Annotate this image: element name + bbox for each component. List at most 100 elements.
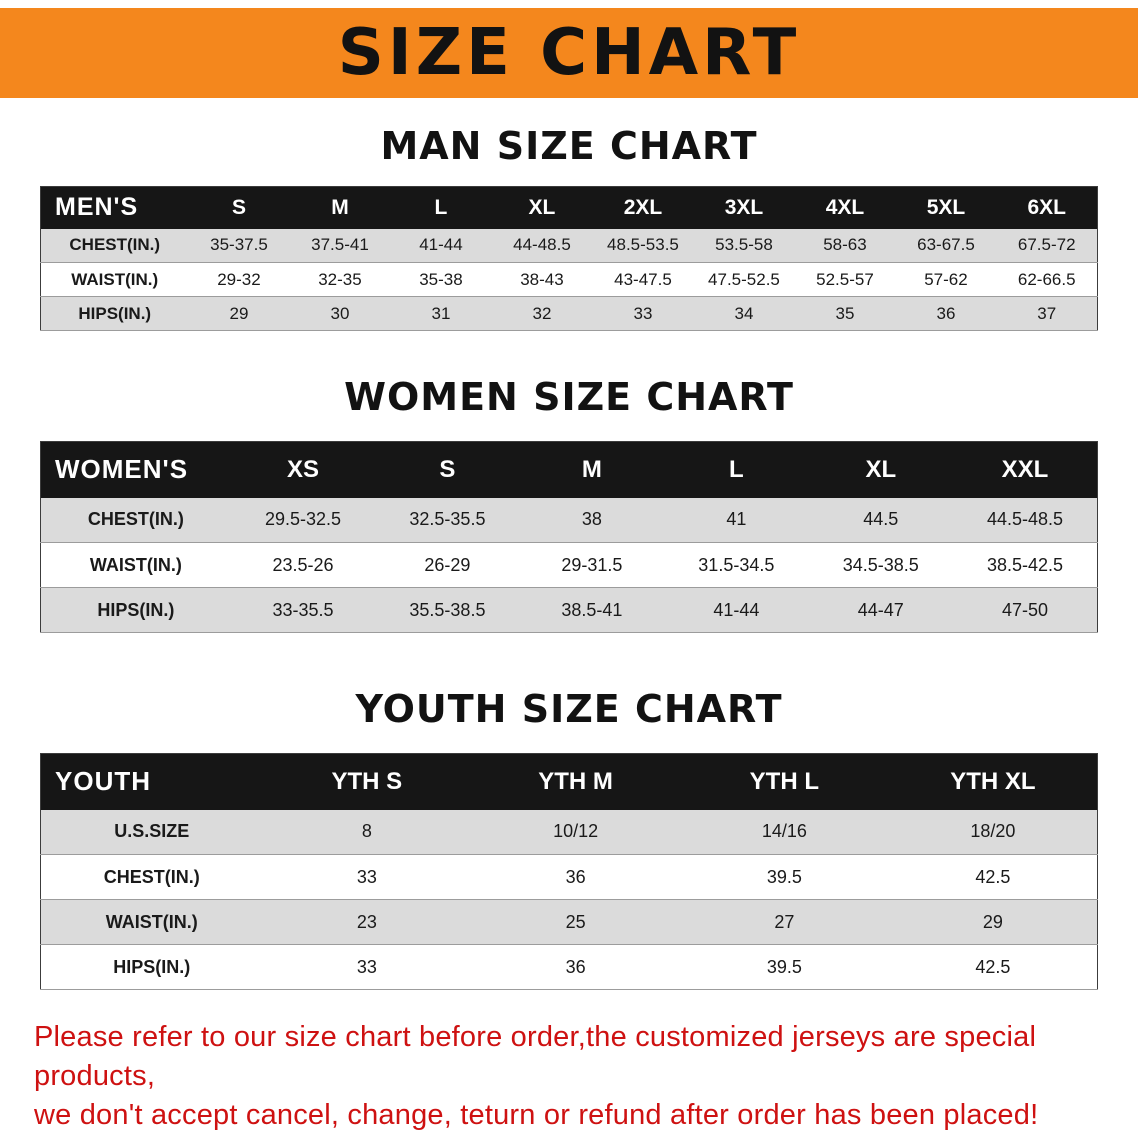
disclaimer: Please refer to our size chart before or… xyxy=(34,1018,1104,1135)
size-header-cell: 6XL xyxy=(996,186,1098,229)
size-header-cell: XS xyxy=(230,441,376,498)
measurement-row: WAIST(IN.) 23 25 27 29 xyxy=(40,899,1098,945)
table-title-cell: YOUTH xyxy=(40,753,263,810)
value-cell: 47.5-52.5 xyxy=(693,262,795,297)
value-cell: 58-63 xyxy=(794,228,896,263)
disclaimer-line-1: Please refer to our size chart before or… xyxy=(34,1021,1037,1093)
value-cell: 44-47 xyxy=(808,587,954,633)
measurement-row: CHEST(IN.) 35-37.5 37.5-41 41-44 44-48.5 48.5… xyxy=(40,228,1098,263)
row-label-cell: U.S.SIZE xyxy=(40,809,263,855)
measurement-row: HIPS(IN.) 29 30 31 32 33 34 35 36 37 xyxy=(40,296,1098,331)
men-size-table: MEN'S S M L XL 2XL 3XL 4XL 5XL 6XL CHEST(IN.) 35-37… xyxy=(40,186,1098,331)
men-chart-heading: MAN SIZE CHART xyxy=(380,124,758,168)
row-label-cell: HIPS(IN.) xyxy=(40,296,189,331)
table-header-row: MEN'S S M L XL 2XL 3XL 4XL 5XL 6XL xyxy=(40,186,1098,229)
table-title-cell: MEN'S xyxy=(40,186,189,229)
row-label-cell: HIPS(IN.) xyxy=(40,587,231,633)
value-cell: 8 xyxy=(262,809,472,855)
value-cell: 38 xyxy=(519,497,665,543)
value-cell: 26-29 xyxy=(375,542,520,588)
value-cell: 37 xyxy=(996,296,1098,331)
size-header-cell: YTH S xyxy=(262,753,472,810)
size-header-cell: YTH XL xyxy=(888,753,1098,810)
row-label-cell: CHEST(IN.) xyxy=(40,228,189,263)
value-cell: 36 xyxy=(895,296,997,331)
size-header-cell: XL xyxy=(808,441,954,498)
value-cell: 10/12 xyxy=(471,809,680,855)
value-cell: 35.5-38.5 xyxy=(375,587,520,633)
size-header-cell: 3XL xyxy=(693,186,795,229)
value-cell: 33-35.5 xyxy=(230,587,376,633)
value-cell: 41-44 xyxy=(664,587,809,633)
youth-chart-heading: YOUTH SIZE CHART xyxy=(355,687,783,731)
value-cell: 33 xyxy=(262,944,472,990)
value-cell: 36 xyxy=(471,854,680,900)
value-cell: 43-47.5 xyxy=(592,262,694,297)
size-header-cell: XXL xyxy=(953,441,1098,498)
women-chart-heading: WOMEN SIZE CHART xyxy=(344,375,794,419)
value-cell: 32-35 xyxy=(289,262,391,297)
value-cell: 39.5 xyxy=(679,944,889,990)
value-cell: 67.5-72 xyxy=(996,228,1098,263)
measurement-row: CHEST(IN.) 29.5-32.5 32.5-35.5 38 41 44.5 44.5… xyxy=(40,497,1098,543)
size-header-cell: 4XL xyxy=(794,186,896,229)
value-cell: 41-44 xyxy=(390,228,492,263)
size-header-cell: YTH L xyxy=(679,753,889,810)
value-cell: 27 xyxy=(679,899,889,945)
table-header-row: YOUTH YTH S YTH M YTH L YTH XL xyxy=(40,753,1098,810)
measurement-row: WAIST(IN.) 29-32 32-35 35-38 38-43 43-47.5 47.… xyxy=(40,262,1098,297)
value-cell: 36 xyxy=(471,944,680,990)
disclaimer-line-2: we don't accept cancel, change, teturn o… xyxy=(34,1099,1039,1132)
size-header-cell: L xyxy=(664,441,809,498)
value-cell: 57-62 xyxy=(895,262,997,297)
value-cell: 38-43 xyxy=(491,262,593,297)
size-header-cell: XL xyxy=(491,186,593,229)
row-label-cell: WAIST(IN.) xyxy=(40,542,231,588)
value-cell: 30 xyxy=(289,296,391,331)
row-label-cell: WAIST(IN.) xyxy=(40,899,263,945)
value-cell: 34.5-38.5 xyxy=(808,542,954,588)
value-cell: 23 xyxy=(262,899,472,945)
value-cell: 18/20 xyxy=(888,809,1098,855)
size-header-cell: S xyxy=(375,441,520,498)
banner: SIZE CHART xyxy=(0,8,1138,98)
youth-size-table: YOUTH YTH S YTH M YTH L YTH XL U.S.SIZE 8 10/12… xyxy=(40,753,1098,990)
women-size-table: WOMEN'S XS S M L XL XXL CHEST(IN.) 29.5-32.5 32.5… xyxy=(40,441,1098,633)
value-cell: 25 xyxy=(471,899,680,945)
value-cell: 38.5-42.5 xyxy=(953,542,1098,588)
row-label-cell: HIPS(IN.) xyxy=(40,944,263,990)
value-cell: 33 xyxy=(262,854,472,900)
value-cell: 31 xyxy=(390,296,492,331)
page-title: SIZE CHART xyxy=(337,16,801,90)
size-header-cell: S xyxy=(188,186,290,229)
women-section: WOMEN SIZE CHART WOMEN'S XS S M L XL XXL CHEST(… xyxy=(0,375,1138,633)
value-cell: 41 xyxy=(664,497,809,543)
value-cell: 14/16 xyxy=(679,809,889,855)
measurement-row: HIPS(IN.) 33-35.5 35.5-38.5 38.5-41 41-44 44-… xyxy=(40,587,1098,633)
size-header-cell: 2XL xyxy=(592,186,694,229)
value-cell: 35 xyxy=(794,296,896,331)
table-header-row: WOMEN'S XS S M L XL XXL xyxy=(40,441,1098,498)
value-cell: 35-37.5 xyxy=(188,228,290,263)
value-cell: 47-50 xyxy=(953,587,1098,633)
row-label-cell: CHEST(IN.) xyxy=(40,497,231,543)
value-cell: 44.5 xyxy=(808,497,954,543)
value-cell: 63-67.5 xyxy=(895,228,997,263)
value-cell: 29-32 xyxy=(188,262,290,297)
size-header-cell: M xyxy=(289,186,391,229)
value-cell: 29 xyxy=(888,899,1098,945)
value-cell: 52.5-57 xyxy=(794,262,896,297)
value-cell: 35-38 xyxy=(390,262,492,297)
size-chart-page: SIZE CHART MAN SIZE CHART MEN'S S M L XL 2XL 3… xyxy=(0,8,1138,1135)
measurement-row: U.S.SIZE 8 10/12 14/16 18/20 xyxy=(40,809,1098,855)
value-cell: 34 xyxy=(693,296,795,331)
value-cell: 53.5-58 xyxy=(693,228,795,263)
value-cell: 31.5-34.5 xyxy=(664,542,809,588)
measurement-row: CHEST(IN.) 33 36 39.5 42.5 xyxy=(40,854,1098,900)
measurement-row: WAIST(IN.) 23.5-26 26-29 29-31.5 31.5-34.5 34… xyxy=(40,542,1098,588)
value-cell: 29 xyxy=(188,296,290,331)
value-cell: 48.5-53.5 xyxy=(592,228,694,263)
men-section: MAN SIZE CHART MEN'S S M L XL 2XL 3XL 4XL 5XL 6XL… xyxy=(0,124,1138,331)
value-cell: 62-66.5 xyxy=(996,262,1098,297)
value-cell: 37.5-41 xyxy=(289,228,391,263)
